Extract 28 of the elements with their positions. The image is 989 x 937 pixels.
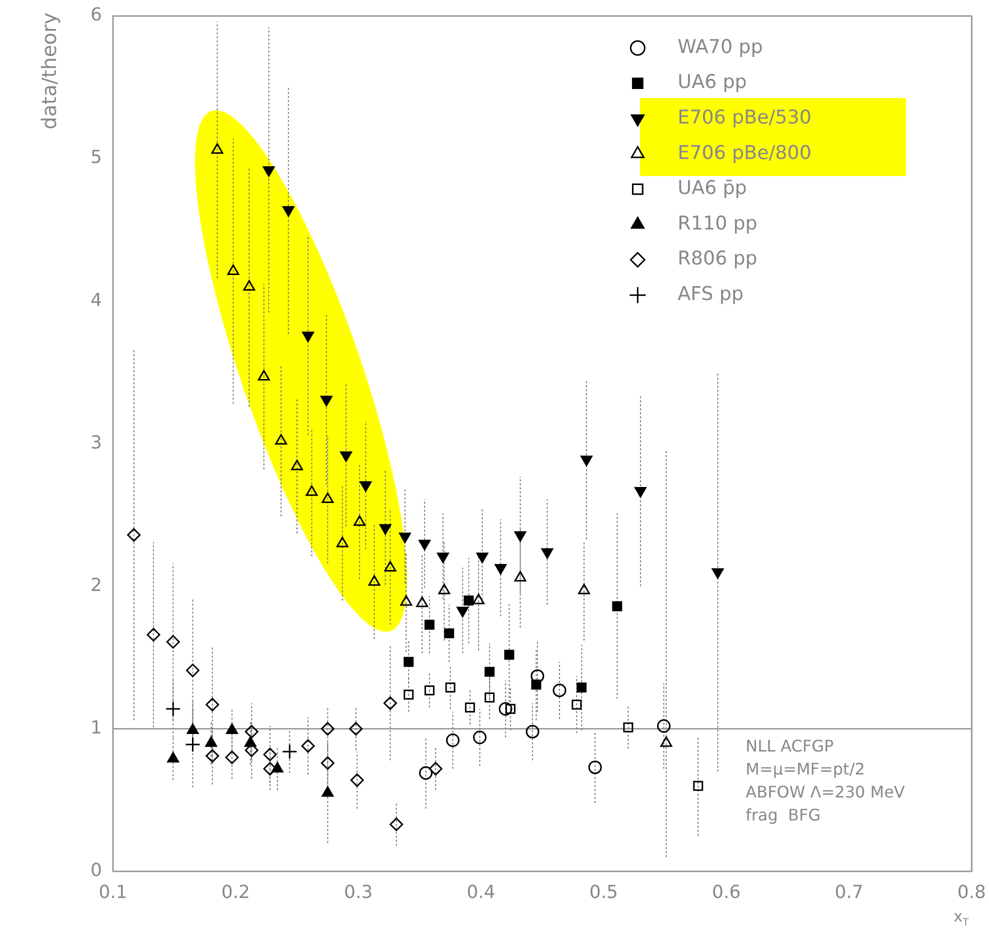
x-tick-label: 0.7 [834, 882, 864, 903]
y-tick-label: 1 [90, 718, 102, 739]
x-tick-label: 0.2 [221, 882, 250, 903]
y-tick-label: 3 [90, 432, 102, 454]
legend-label: E706 pBe/530 [678, 106, 812, 129]
legend-label: R806 pp [678, 248, 758, 270]
y-tick-label: 2 [90, 574, 102, 596]
annotation: M=μ=MF=pt/2 [746, 760, 865, 779]
x-tick-label: 0.1 [98, 882, 128, 903]
x-tick-label: 0.5 [589, 882, 618, 903]
x-tick-label: 0.8 [957, 882, 986, 903]
x-tick-label: 0.3 [344, 882, 373, 903]
legend-label: AFS pp [678, 283, 744, 306]
annotation: frag BFG [746, 806, 821, 825]
legend-label: E706 pBe/800 [678, 142, 812, 164]
annotation: ABFOW Λ=230 MeV [746, 782, 905, 802]
y-tick-label: 5 [90, 147, 102, 168]
y-axis-title: data/theory [37, 12, 62, 130]
x-tick-label: 0.4 [466, 882, 496, 903]
annotation: NLL ACFGP [746, 736, 834, 756]
y-tick-label: 4 [90, 290, 102, 311]
y-tick-label: 0 [90, 860, 102, 882]
legend-label: WA70 pp [678, 36, 763, 58]
y-tick-label: 6 [90, 4, 102, 26]
legend-label: R110 pp [678, 212, 758, 234]
x-tick-label: 0.6 [712, 882, 741, 903]
legend-label: UA6 pp [678, 71, 747, 94]
legend-label: UA6 p̄p [678, 177, 747, 200]
